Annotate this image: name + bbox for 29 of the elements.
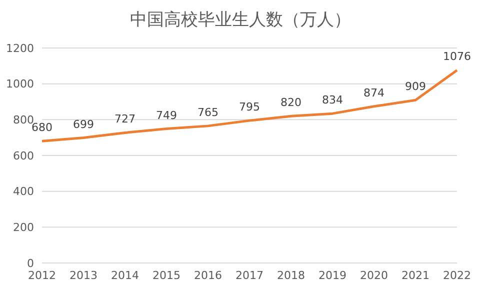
x-tick-label: 2014 [111,268,139,282]
x-tick-label: 2015 [152,268,180,282]
data-label: 1076 [443,50,471,64]
x-tick-label: 2021 [402,268,430,282]
y-tick-label: 400 [13,185,34,198]
data-label: 795 [239,100,260,114]
data-label: 834 [322,94,343,107]
data-label: 727 [114,112,136,126]
data-label: 820 [280,96,302,110]
y-tick-label: 600 [13,149,34,162]
data-label: 874 [364,86,384,100]
data-label: 765 [198,106,218,119]
data-label: 699 [73,118,94,131]
data-label: 749 [156,108,177,122]
y-tick-label: 1000 [6,78,34,91]
x-tick-label: 2013 [70,268,98,282]
y-tick-label: 200 [13,221,34,234]
x-tick-label: 2016 [194,268,222,282]
x-tick-label: 2017 [236,268,264,282]
y-tick-label: 0 [27,256,34,270]
x-tick-label: 2022 [443,268,471,282]
data-label: 909 [405,80,426,94]
data-label: 680 [32,121,52,134]
x-tick-label: 2018 [277,268,305,282]
y-tick-label: 1200 [6,42,34,55]
x-tick-label: 2020 [360,268,388,282]
x-tick-label: 2019 [318,268,346,282]
chart-title: 中国高校毕业生人数（万人） [129,9,352,31]
x-tick-label: 2012 [28,268,56,282]
